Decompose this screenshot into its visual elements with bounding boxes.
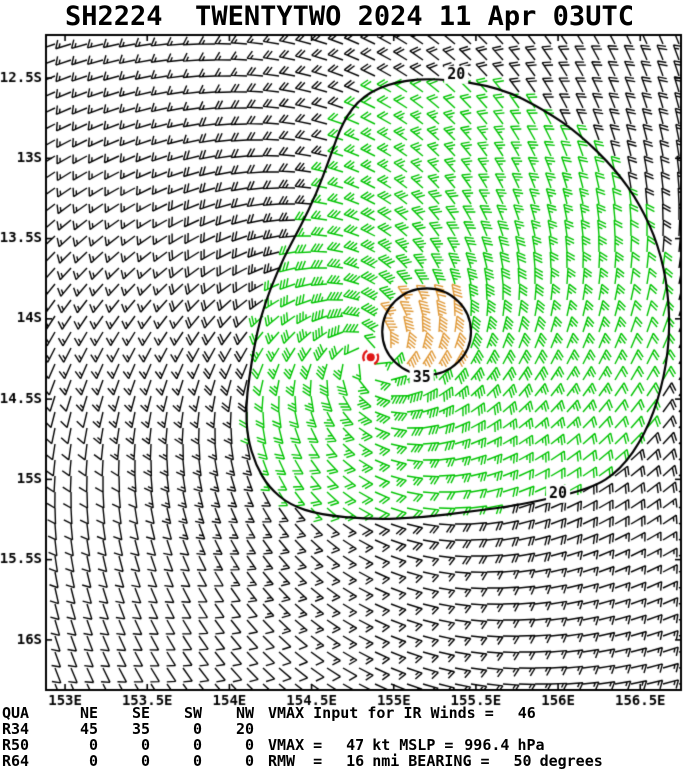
quad-corner-label: QUA: [2, 704, 30, 722]
r34-nw: 20: [235, 720, 254, 738]
r34-row: R34 45 35 0 20: [2, 721, 697, 737]
vmax-unit: kt: [372, 736, 391, 754]
chart-title: SH2224 TWENTYTWO 2024 11 Apr 03UTC: [65, 1, 634, 32]
r50-label: R50: [2, 736, 30, 754]
quad-header-row: QUA NE SE SW NW VMAX Input for IR Winds …: [2, 705, 697, 721]
rmw-bearing-group: RMW = 16 nmi BEARING = 50 degrees: [268, 753, 603, 769]
r64-nw: 0: [244, 752, 254, 770]
vmax-value: 47: [346, 736, 365, 754]
quad-col-ne: NE: [79, 704, 98, 722]
r50-row: R50 0 0 0 0 VMAX = 47 kt MSLP = 996.4 hP…: [2, 737, 697, 753]
vmax-label: VMAX =: [268, 736, 323, 754]
quad-col-nw: NW: [235, 704, 254, 722]
r34-ne: 45: [79, 720, 98, 738]
rmw-unit: nmi: [372, 752, 400, 770]
r34-se: 35: [131, 720, 150, 738]
quad-col-sw: SW: [183, 704, 202, 722]
r50-nw: 0: [244, 736, 254, 754]
r50-sw: 0: [192, 736, 202, 754]
storm-stats-block: QUA NE SE SW NW VMAX Input for IR Winds …: [2, 705, 697, 769]
mslp-value: 996.4: [464, 736, 510, 754]
bearing-label: BEARING =: [408, 752, 490, 770]
mslp-unit: hPa: [517, 736, 545, 754]
rmw-label: RMW =: [268, 752, 323, 770]
r50-ne: 0: [88, 736, 98, 754]
r64-sw: 0: [192, 752, 202, 770]
r64-row: R64 0 0 0 0 RMW = 16 nmi BEARING = 50 de…: [2, 753, 697, 769]
quad-col-se: SE: [131, 704, 150, 722]
r64-se: 0: [140, 752, 150, 770]
bearing-value: 50: [513, 752, 532, 770]
vmax-input-group: VMAX Input for IR Winds = 46: [268, 705, 536, 721]
vmax-input-label: VMAX Input for IR Winds =: [268, 704, 494, 722]
vmax-input-value: 46: [517, 704, 536, 722]
bearing-unit: degrees: [539, 752, 603, 770]
r34-label: R34: [2, 720, 30, 738]
mslp-label: MSLP =: [399, 736, 454, 754]
rmw-value: 16: [346, 752, 365, 770]
r64-ne: 0: [88, 752, 98, 770]
vmax-mslp-group: VMAX = 47 kt MSLP = 996.4 hPa: [268, 737, 545, 753]
r50-se: 0: [140, 736, 150, 754]
r34-sw: 0: [192, 720, 202, 738]
r64-label: R64: [2, 752, 30, 770]
